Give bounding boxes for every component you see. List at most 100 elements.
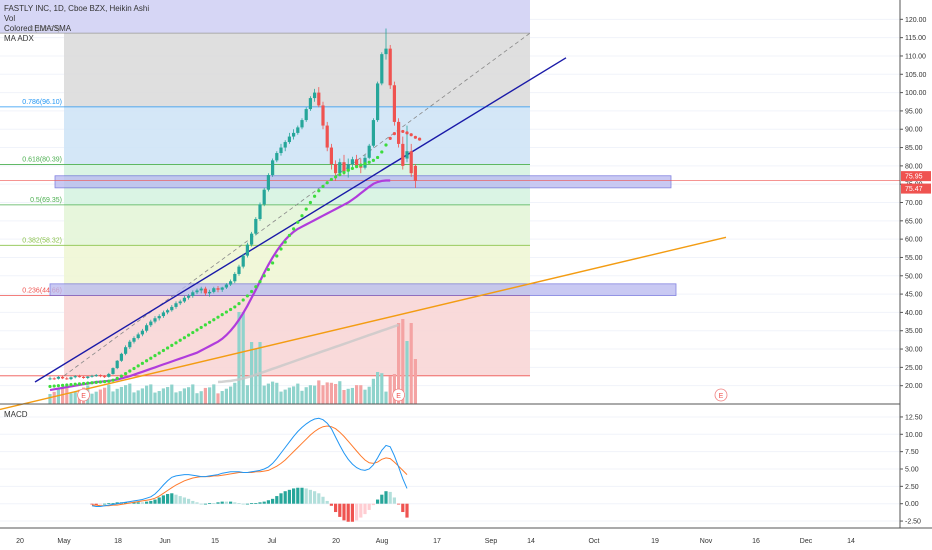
volume-bar <box>321 385 325 404</box>
price-tick-label: 95.00 <box>905 108 923 115</box>
volume-bar <box>308 385 312 404</box>
volume-bar <box>371 378 375 404</box>
fib-top-band <box>0 0 530 34</box>
volume-bar <box>283 389 287 404</box>
candle-body <box>82 376 86 378</box>
candle-body <box>376 83 380 121</box>
blue-trendline <box>34 57 567 383</box>
macd-histogram-bar <box>178 496 182 504</box>
ema-dot <box>65 383 69 387</box>
moving-averages <box>49 179 399 392</box>
legend-ema-sma[interactable]: Colored EMA/SMA <box>4 24 72 33</box>
volume-bar <box>170 384 174 404</box>
price-tick-label: 45.00 <box>905 292 923 299</box>
volume-bar <box>224 388 228 404</box>
ema-dot <box>321 184 325 188</box>
volume-bar <box>380 373 384 404</box>
volume-bar <box>191 384 195 404</box>
ema-dot <box>292 227 296 231</box>
ema-dot <box>262 274 266 278</box>
trendlines[interactable] <box>0 57 727 411</box>
candle-body <box>359 165 363 168</box>
price-label-box <box>901 183 931 194</box>
time-tick-label: 14 <box>527 538 535 545</box>
legend-volume[interactable]: Vol <box>4 14 16 23</box>
macd-histogram-bar <box>313 491 317 504</box>
macd-histogram-bar <box>371 503 375 506</box>
candle-body <box>103 376 107 378</box>
time-tick-label: Dec <box>800 538 813 545</box>
candle-body <box>342 162 346 172</box>
macd-tick-label: 12.50 <box>905 414 923 421</box>
candle-body <box>300 120 304 128</box>
macd-histogram-bar <box>208 503 212 504</box>
fib-trend-dashed <box>63 32 531 377</box>
price-tick-label: 50.00 <box>905 273 923 280</box>
macd-histogram-bar <box>367 503 371 510</box>
volume-bar <box>56 389 60 404</box>
candle-body <box>355 159 359 166</box>
time-tick-label: 19 <box>651 538 659 545</box>
volume-bar <box>241 312 245 404</box>
macd-histogram-bar <box>149 500 153 504</box>
earnings-marker <box>77 388 90 402</box>
volume-bar <box>292 386 296 404</box>
candle-body <box>258 204 262 219</box>
ema-dot <box>229 307 233 312</box>
ema-dot <box>338 173 342 177</box>
candle-body <box>266 175 270 190</box>
macd-legend[interactable]: MACD <box>4 410 28 419</box>
candle-body <box>292 132 296 137</box>
macd-histogram-bar <box>346 503 350 522</box>
ema-dot <box>208 320 212 324</box>
volume-bar <box>157 391 161 404</box>
time-tick-label: Jun <box>159 538 170 545</box>
macd-histogram-bar <box>136 502 140 504</box>
legend-ma-adx[interactable]: MA ADX <box>4 34 34 43</box>
volume-bar <box>367 386 371 404</box>
macd-histogram-bar <box>115 502 119 504</box>
candle-body <box>241 255 245 267</box>
candle-body <box>329 147 333 165</box>
candle-body <box>224 284 228 288</box>
volume-bar <box>69 393 73 404</box>
ema-dot <box>250 289 254 294</box>
fib-band <box>64 295 530 376</box>
volume-bar <box>132 392 136 404</box>
macd-histogram-bar <box>124 502 128 504</box>
macd-histogram-bar <box>199 503 203 505</box>
ema-dot <box>233 305 237 309</box>
macd-histogram-bar <box>329 503 333 506</box>
ema-dot <box>103 380 107 384</box>
volume-bar <box>107 384 111 404</box>
volume-bar <box>392 374 396 404</box>
candle-body <box>380 54 384 84</box>
ema-dot <box>388 136 392 140</box>
candle-body <box>317 92 321 106</box>
ema-dot <box>317 189 321 193</box>
ema-dot <box>237 302 241 306</box>
candle-body <box>174 303 178 307</box>
time-tick-label: Aug <box>376 538 389 545</box>
candle-body <box>392 85 396 122</box>
ema-dot <box>380 150 384 154</box>
symbol-title[interactable]: FASTLY INC, 1D, Cboe BZX, Heikin Ashi <box>4 4 150 13</box>
orange-trendline <box>0 236 727 411</box>
price-tick-label: 115.00 <box>905 35 926 42</box>
candle-body <box>346 164 350 172</box>
macd-histogram-bar <box>397 503 401 505</box>
macd-histogram-bar <box>325 500 329 504</box>
ema-dot <box>98 380 102 384</box>
macd-tick-label: 7.50 <box>905 449 919 456</box>
candle-body <box>413 165 417 181</box>
earnings-marker-label: E <box>396 393 401 400</box>
volume-bar <box>212 384 216 404</box>
ema-dot <box>279 247 283 251</box>
candle-body <box>77 376 81 378</box>
candle-body <box>157 316 161 319</box>
macd-histogram-bar <box>229 501 233 504</box>
macd-line <box>91 417 408 507</box>
candle-body <box>388 48 392 86</box>
